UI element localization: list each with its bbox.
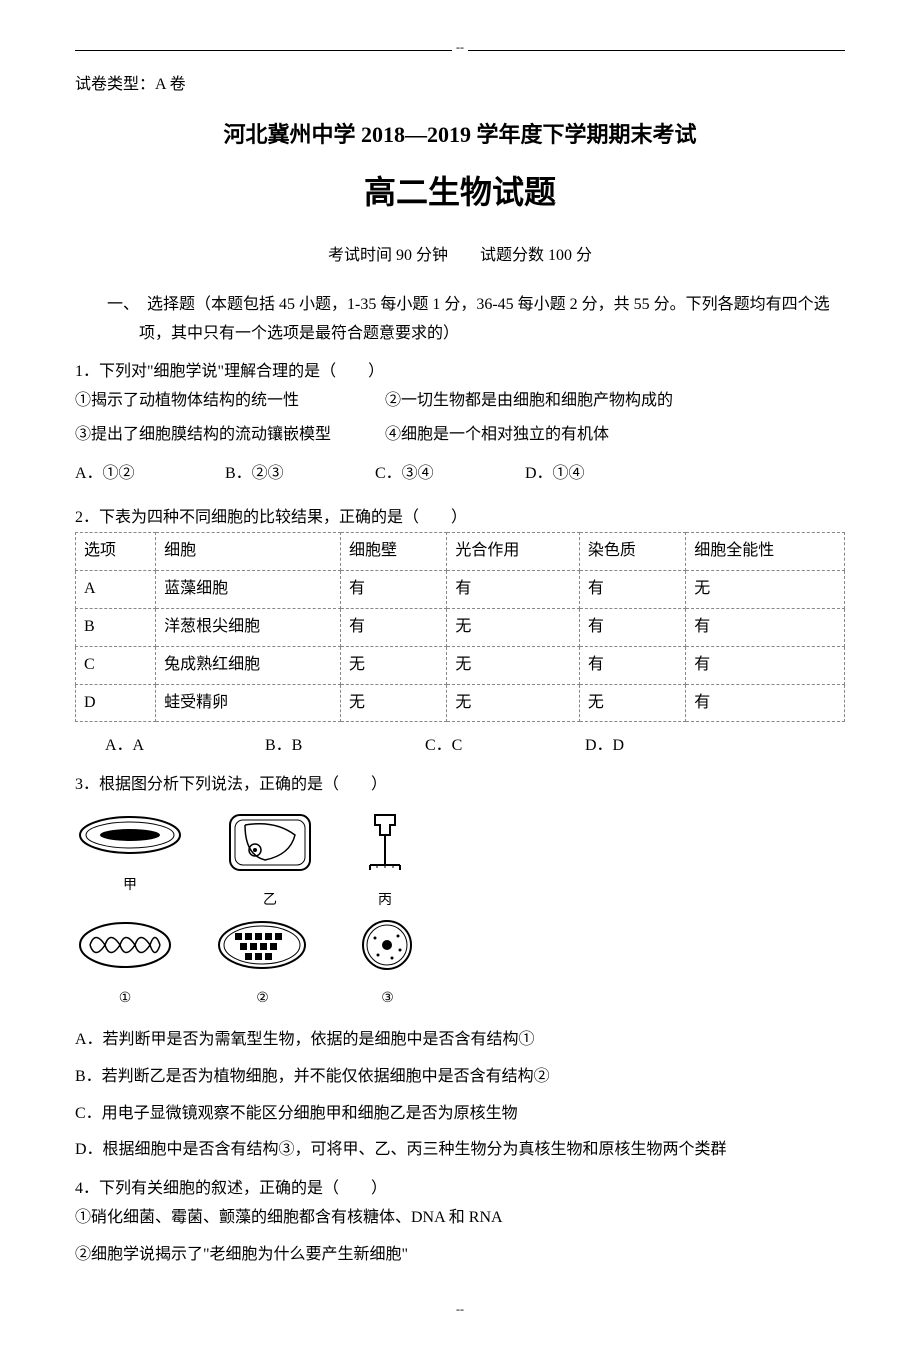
question-4: 4．下列有关细胞的叙述，正确的是（ ） ①硝化细菌、霉菌、颤藻的细胞都含有核糖体… bbox=[75, 1175, 845, 1269]
exam-info: 考试时间 90 分钟 试题分数 100 分 bbox=[75, 242, 845, 271]
label-n3: ③ bbox=[350, 986, 425, 1011]
q2-table: 选项 细胞 细胞壁 光合作用 染色质 细胞全能性 A 蓝藻细胞 有 有 有 无 … bbox=[75, 532, 845, 722]
q3-c: C．用电子显微镜观察不能区分细胞甲和细胞乙是否为原核生物 bbox=[75, 1100, 845, 1129]
q4-text: 4．下列有关细胞的叙述，正确的是（ ） bbox=[75, 1175, 845, 1204]
table-row: B 洋葱根尖细胞 有 无 有 有 bbox=[76, 608, 845, 646]
th-4: 染色质 bbox=[579, 533, 685, 571]
bottom-marker: -- bbox=[75, 1299, 845, 1321]
table-row: D 蛙受精卵 无 无 无 有 bbox=[76, 684, 845, 722]
q2-options: A．A B．B C．C D．D bbox=[75, 732, 845, 761]
organelle-3-icon bbox=[350, 918, 425, 973]
table-header-row: 选项 细胞 细胞壁 光合作用 染色质 细胞全能性 bbox=[76, 533, 845, 571]
table-row: C 兔成熟红细胞 无 无 有 有 bbox=[76, 646, 845, 684]
top-border bbox=[75, 50, 845, 51]
q4-s1: ①硝化细菌、霉菌、颤藻的细胞都含有核糖体、DNA 和 RNA bbox=[75, 1204, 845, 1233]
cell-yi-icon bbox=[225, 810, 315, 875]
q3-d: D．根据细胞中是否含有结构③，可将甲、乙、丙三种生物分为真核生物和原核生物两个类… bbox=[75, 1136, 845, 1165]
label-jia: 甲 bbox=[75, 873, 185, 898]
q1-s2: ②一切生物都是由细胞和细胞产物构成的 bbox=[385, 387, 673, 416]
th-2: 细胞壁 bbox=[341, 533, 447, 571]
q1-s3: ③提出了细胞膜结构的流动镶嵌模型 bbox=[75, 421, 385, 450]
cell-diagram: 甲 乙 bbox=[75, 810, 845, 1011]
q1-s1: ①揭示了动植物体结构的统一性 bbox=[75, 387, 385, 416]
question-2: 2．下表为四种不同细胞的比较结果，正确的是（ ） 选项 细胞 细胞壁 光合作用 … bbox=[75, 504, 845, 762]
q2-optA: A．A bbox=[105, 732, 265, 761]
question-3: 3．根据图分析下列说法，正确的是（ ） 甲 乙 bbox=[75, 771, 845, 1165]
q1-optD: D．①④ bbox=[525, 460, 675, 489]
q1-options: A．①② B．②③ C．③④ D．①④ bbox=[75, 460, 845, 489]
cell-jia-icon bbox=[75, 810, 185, 860]
main-title: 河北冀州中学 2018—2019 学年度下学期期末考试 bbox=[75, 115, 845, 155]
cell-bing-icon bbox=[355, 810, 415, 875]
paper-type: 试卷类型：A 卷 bbox=[75, 71, 845, 100]
q4-s2: ②细胞学说揭示了"老细胞为什么要产生新细胞" bbox=[75, 1241, 845, 1270]
q1-text: 1．下列对"细胞学说"理解合理的是（ ） bbox=[75, 358, 845, 387]
th-3: 光合作用 bbox=[447, 533, 580, 571]
th-1: 细胞 bbox=[156, 533, 341, 571]
q2-optD: D．D bbox=[585, 732, 745, 761]
q3-text: 3．根据图分析下列说法，正确的是（ ） bbox=[75, 771, 845, 800]
q2-optC: C．C bbox=[425, 732, 585, 761]
organelle-1-icon bbox=[75, 918, 175, 973]
label-n2: ② bbox=[215, 986, 310, 1011]
organelle-2-icon bbox=[215, 918, 310, 973]
q2-optB: B．B bbox=[265, 732, 425, 761]
q1-optB: B．②③ bbox=[225, 460, 375, 489]
q1-optA: A．①② bbox=[75, 460, 225, 489]
th-0: 选项 bbox=[76, 533, 156, 571]
question-1: 1．下列对"细胞学说"理解合理的是（ ） ①揭示了动植物体结构的统一性 ②一切生… bbox=[75, 358, 845, 488]
label-bing: 丙 bbox=[355, 888, 415, 913]
section-header: 一、 选择题（本题包括 45 小题，1-35 每小题 1 分，36-45 每小题… bbox=[107, 291, 845, 349]
q2-text: 2．下表为四种不同细胞的比较结果，正确的是（ ） bbox=[75, 504, 845, 533]
q3-a: A．若判断甲是否为需氧型生物，依据的是细胞中是否含有结构① bbox=[75, 1026, 845, 1055]
label-n1: ① bbox=[75, 986, 175, 1011]
subtitle: 高二生物试题 bbox=[75, 164, 845, 222]
q1-optC: C．③④ bbox=[375, 460, 525, 489]
q3-b: B．若判断乙是否为植物细胞，并不能仅依据细胞中是否含有结构② bbox=[75, 1063, 845, 1092]
label-yi: 乙 bbox=[225, 888, 315, 913]
th-5: 细胞全能性 bbox=[686, 533, 845, 571]
q1-s4: ④细胞是一个相对独立的有机体 bbox=[385, 421, 609, 450]
table-row: A 蓝藻细胞 有 有 有 无 bbox=[76, 571, 845, 609]
